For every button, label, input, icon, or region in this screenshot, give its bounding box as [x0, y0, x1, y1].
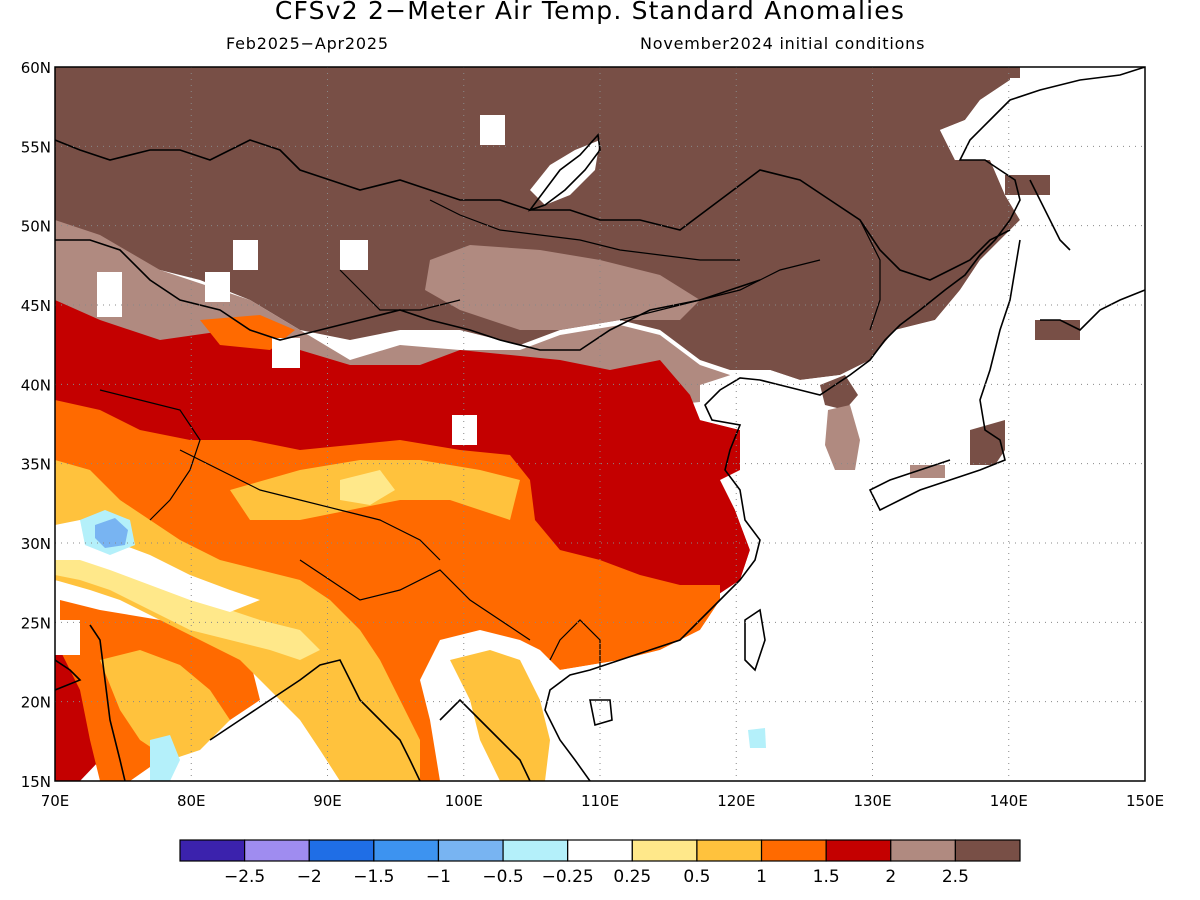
- colorbar-swatch: [825, 839, 892, 862]
- colorbar-labels: −2.5 −2 −1.5 −1 −0.5 −0.25 0.25 0.5 1 1.5 2 2.5: [224, 867, 969, 887]
- colorbar-label: 2: [885, 867, 896, 887]
- colorbar-label: −2: [297, 867, 322, 887]
- lat-tick-label: 35N: [21, 456, 51, 474]
- lon-tick-label: 100E: [445, 792, 483, 810]
- colorbar-swatch: [631, 839, 698, 862]
- lat-tick-labels: 15N 20N 25N 30N 35N 40N 45N 50N 55N 60N: [21, 59, 51, 791]
- lat-tick-label: 40N: [21, 376, 51, 394]
- colorbar-label: 0.25: [613, 867, 651, 887]
- anomaly-region-minus-0.5: [95, 518, 128, 548]
- colorbar-swatch: [502, 839, 569, 862]
- colorbar-label: 1.5: [813, 867, 840, 887]
- lat-tick-label: 60N: [21, 59, 51, 77]
- colorbar-swatch: [567, 839, 633, 862]
- colorbar-swatch: [890, 839, 956, 862]
- forecast-period: Feb2025−Apr2025: [226, 34, 389, 53]
- map-title: CFSv2 2−Meter Air Temp. Standard Anomali…: [274, 0, 906, 25]
- colorbar-label: 2.5: [942, 867, 969, 887]
- anomaly-region-0.5-to-1-seasia: [450, 650, 550, 781]
- lon-tick-label: 110E: [581, 792, 619, 810]
- colorbar-label: −0.25: [542, 867, 594, 887]
- anomaly-region-1-to-1.5-kazakh: [200, 315, 295, 350]
- anomaly-region-0.25-to-0.5-tibet: [340, 470, 395, 505]
- lat-tick-label: 50N: [21, 218, 51, 236]
- country-borders: [99, 199, 881, 670]
- anomaly-region-2-to-2.5-center: [425, 245, 700, 330]
- plot-frame: [54, 66, 1146, 782]
- colorbar-label: 1: [756, 867, 767, 887]
- initial-conditions: November2024 initial conditions: [640, 34, 926, 53]
- lon-tick-labels: 70E 80E 90E 100E 110E 120E 130E 140E 150E: [41, 792, 1164, 810]
- colorbar-swatch: [179, 839, 246, 862]
- grid-lines: [55, 67, 1145, 781]
- lon-tick-label: 70E: [41, 792, 70, 810]
- lat-tick-label: 20N: [21, 694, 51, 712]
- anomaly-field: [55, 67, 1145, 781]
- colorbar-label: −0.5: [482, 867, 523, 887]
- colorbar-label: −1: [426, 867, 451, 887]
- colorbar-swatch: [760, 839, 827, 862]
- lat-tick-label: 25N: [21, 614, 51, 632]
- anomaly-region-above-2.5: [55, 67, 1020, 380]
- colorbar-swatch: [308, 839, 375, 862]
- anomaly-region-0.5-to-1-india-south: [100, 650, 230, 760]
- colorbar-swatch: [954, 839, 1021, 862]
- anomaly-region-japan: [970, 420, 1005, 465]
- lat-tick-label: 15N: [21, 773, 51, 791]
- lon-tick-label: 150E: [1126, 792, 1164, 810]
- colorbar: [179, 839, 1021, 862]
- colorbar-label: −2.5: [224, 867, 265, 887]
- colorbar-swatch: [696, 839, 763, 862]
- lat-tick-label: 45N: [21, 297, 51, 315]
- lon-tick-label: 130E: [853, 792, 891, 810]
- colorbar-swatch: [244, 839, 310, 862]
- colorbar-label: 0.5: [683, 867, 710, 887]
- lon-tick-label: 140E: [990, 792, 1028, 810]
- anomaly-region-minus-0.25-south: [150, 735, 180, 781]
- lon-tick-label: 80E: [177, 792, 206, 810]
- lon-tick-label: 120E: [717, 792, 755, 810]
- coastlines: [55, 67, 1145, 781]
- colorbar-swatch: [437, 839, 504, 862]
- lat-tick-label: 55N: [21, 138, 51, 156]
- colorbar-label: −1.5: [353, 867, 394, 887]
- anomaly-region-1-to-1.5: [55, 400, 720, 781]
- lon-tick-label: 90E: [313, 792, 342, 810]
- lat-tick-label: 30N: [21, 535, 51, 553]
- colorbar-swatch: [373, 839, 440, 862]
